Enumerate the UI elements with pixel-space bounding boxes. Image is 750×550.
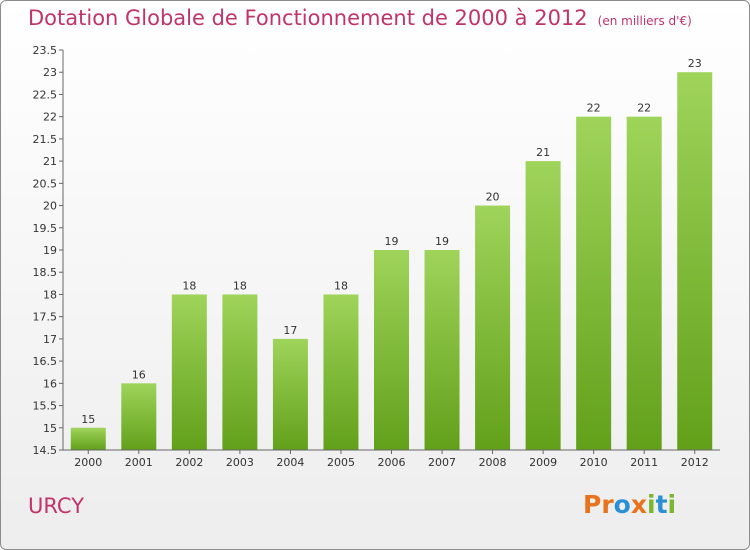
x-tick-label: 2000: [74, 456, 102, 469]
bar-value-label: 18: [334, 279, 348, 292]
chart-title: Dotation Globale de Fonctionnement de 20…: [28, 6, 692, 30]
bar: [525, 161, 561, 450]
bar: [323, 294, 359, 450]
y-tick-label: 14.5: [33, 444, 58, 457]
logo-letter: r: [601, 490, 614, 519]
proxiti-logo: Proxiti: [583, 490, 676, 519]
bar: [374, 250, 409, 450]
y-tick-label: 19: [43, 244, 57, 257]
logo-letter: i: [667, 490, 677, 519]
bar: [121, 383, 157, 450]
bar-value-label: 20: [486, 191, 500, 204]
title-text: Dotation Globale de Fonctionnement de 20…: [28, 6, 588, 30]
logo-letter: x: [630, 490, 647, 519]
y-tick-label: 16.5: [33, 355, 58, 368]
x-tick-label: 2006: [378, 456, 406, 469]
x-tick-label: 2003: [226, 456, 254, 469]
y-tick-label: 21: [43, 155, 57, 168]
bar: [475, 205, 511, 450]
bar: [424, 250, 460, 450]
bar: [70, 427, 106, 450]
y-tick-label: 15.5: [33, 400, 58, 413]
town-name: URCY: [28, 494, 85, 518]
y-tick-label: 17: [43, 333, 57, 346]
y-tick-label: 22: [43, 111, 57, 124]
bar-value-label: 15: [81, 413, 95, 426]
bar-value-label: 22: [587, 102, 601, 115]
y-tick-label: 19.5: [33, 222, 58, 235]
bar-value-label: 18: [233, 279, 247, 292]
x-tick-label: 2001: [125, 456, 153, 469]
y-tick-label: 15: [43, 422, 57, 435]
y-tick-label: 20.5: [33, 177, 58, 190]
y-tick-label: 18.5: [33, 266, 58, 279]
bar-value-label: 23: [688, 57, 702, 70]
y-tick-label: 20: [43, 200, 57, 213]
bar: [576, 116, 612, 451]
x-tick-label: 2007: [428, 456, 456, 469]
bar-value-label: 22: [637, 102, 651, 115]
y-tick-label: 18: [43, 288, 57, 301]
x-tick-label: 2002: [175, 456, 203, 469]
y-tick-label: 22.5: [33, 88, 58, 101]
x-tick-label: 2009: [529, 456, 557, 469]
y-tick-label: 16: [43, 377, 57, 390]
bar: [677, 72, 713, 450]
bar: [222, 294, 258, 450]
bar: [272, 338, 308, 450]
bar-value-label: 19: [435, 235, 449, 248]
logo-letter: t: [655, 490, 668, 519]
x-tick-label: 2004: [276, 456, 304, 469]
y-tick-label: 23.5: [33, 44, 58, 57]
y-tick-label: 23: [43, 66, 57, 79]
bar-value-label: 19: [385, 235, 399, 248]
logo-letter: i: [647, 490, 656, 519]
bar-value-label: 18: [182, 279, 196, 292]
chart-subtitle: (en milliers d'€): [597, 14, 692, 28]
x-tick-label: 2005: [327, 456, 355, 469]
y-tick-label: 17.5: [33, 311, 58, 324]
bar: [171, 294, 207, 450]
x-tick-label: 2010: [580, 456, 608, 469]
x-tick-label: 2011: [630, 456, 658, 469]
y-tick-label: 21.5: [33, 133, 58, 146]
x-tick-label: 2012: [681, 456, 709, 469]
logo-letter: P: [583, 490, 602, 519]
logo-letter: o: [613, 490, 631, 519]
bar-value-label: 16: [132, 368, 146, 381]
bar-value-label: 21: [536, 146, 550, 159]
x-tick-label: 2008: [479, 456, 507, 469]
bar-value-label: 17: [283, 324, 297, 337]
bar: [626, 116, 662, 451]
